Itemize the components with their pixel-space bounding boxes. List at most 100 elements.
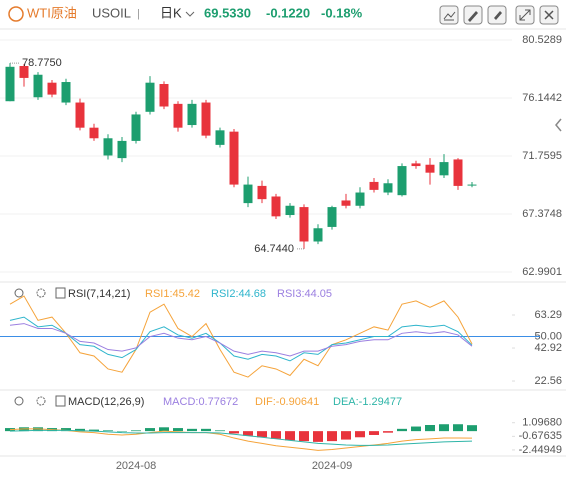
macd-bar xyxy=(397,428,407,432)
macd-bar xyxy=(453,424,463,432)
macd-bar xyxy=(117,431,127,432)
macd-bar xyxy=(103,430,113,432)
candle-body xyxy=(61,82,71,103)
y-tick-label: -0.67635 xyxy=(519,430,562,442)
candle-body xyxy=(285,205,295,216)
candle-body xyxy=(33,74,43,98)
candle-body xyxy=(313,228,323,242)
macd-bar xyxy=(173,428,183,432)
candle-body xyxy=(411,163,421,167)
candle-body xyxy=(229,131,239,185)
macd-bar xyxy=(285,431,295,441)
y-tick-label: 76.1442 xyxy=(522,92,562,104)
legend-entry: RSI2:44.68 xyxy=(211,288,266,300)
macd-bar xyxy=(383,431,393,433)
settings-icon[interactable] xyxy=(36,396,46,406)
x-tick-label: 2024-08 xyxy=(116,460,156,472)
candle-body xyxy=(369,181,379,190)
y-tick-label: 62.9901 xyxy=(522,266,562,278)
candle-body xyxy=(439,162,449,176)
macd-bar xyxy=(243,431,253,436)
macd-bar xyxy=(341,431,351,440)
candle-body xyxy=(383,183,393,193)
rsi-line xyxy=(9,295,473,378)
macd-bar xyxy=(61,428,71,432)
macd-bar xyxy=(271,431,281,439)
toolbar xyxy=(439,5,559,25)
candle-body xyxy=(327,207,337,227)
rsi-title: RSI(7,14,21) xyxy=(68,288,130,300)
macd-bar xyxy=(299,431,309,442)
macd-bar xyxy=(201,428,211,432)
symbol-name[interactable]: WTI原油 xyxy=(27,5,77,20)
y-tick-label: 42.92 xyxy=(534,342,562,354)
tool-icon xyxy=(544,10,554,20)
macd-line xyxy=(9,429,473,446)
candle-body xyxy=(453,159,463,186)
candle-body xyxy=(5,66,15,102)
macd-bar xyxy=(131,430,141,432)
macd-bar xyxy=(467,425,477,432)
collapse-arrow[interactable] xyxy=(555,118,562,132)
annotation: 78.7750 xyxy=(22,57,62,69)
tool-icon xyxy=(519,9,531,21)
visibility-icon[interactable] xyxy=(14,396,24,406)
candle-body xyxy=(257,185,267,200)
macd-bar xyxy=(425,425,435,432)
macd-bar xyxy=(439,424,449,432)
legend-entry: RSI1:45.42 xyxy=(145,288,200,300)
macd-bar xyxy=(89,429,99,432)
candle-body xyxy=(47,82,57,95)
tool-icon xyxy=(492,11,502,20)
candle-body xyxy=(355,192,365,206)
candle-body xyxy=(397,166,407,196)
macd-legend: MACD(12,26,9) xyxy=(14,395,144,408)
indicator-icon[interactable] xyxy=(55,287,66,299)
candle-body xyxy=(271,196,281,217)
legend-entry: DEA:-1.29477 xyxy=(333,396,402,408)
candle-body xyxy=(117,140,127,159)
y-tick-label: 71.7595 xyxy=(522,150,562,162)
macd-bar xyxy=(313,431,323,442)
period-dropdown[interactable] xyxy=(185,11,195,17)
y-tick-label: 67.3748 xyxy=(522,208,562,220)
candle-body xyxy=(187,103,197,126)
candle-body xyxy=(425,164,435,173)
change-pct: -0.18% xyxy=(321,5,363,20)
change: -0.1220 xyxy=(266,5,310,20)
macd-bar xyxy=(187,428,197,432)
visibility-icon[interactable] xyxy=(14,288,24,298)
settings-icon[interactable] xyxy=(36,288,46,298)
period[interactable]: 日K xyxy=(160,5,182,20)
rsi-line xyxy=(9,323,473,357)
candle-body xyxy=(173,103,183,128)
legend-entry: MACD:0.77672 xyxy=(163,396,238,408)
candle-body xyxy=(243,184,253,204)
candle-body xyxy=(145,82,155,112)
price: 69.5330 xyxy=(204,5,251,20)
macd-bar xyxy=(355,431,365,438)
candle-body xyxy=(215,130,225,145)
macd-bar xyxy=(327,431,337,442)
macd-title: MACD(12,26,9) xyxy=(68,396,144,408)
candle-body xyxy=(131,114,141,141)
symbol-icon xyxy=(8,6,24,22)
y-tick-label: 1.09680 xyxy=(522,417,562,429)
x-tick-label: 2024-09 xyxy=(312,460,352,472)
rsi-line xyxy=(9,316,473,362)
y-tick-label: 50.00 xyxy=(534,330,562,342)
legend-entry: DIF:-0.90641 xyxy=(255,396,319,408)
candle-body xyxy=(467,184,477,186)
annotation: 64.7440 xyxy=(254,243,294,255)
tool-icon xyxy=(443,11,456,21)
macd-bar xyxy=(369,431,379,435)
indicator-icon[interactable] xyxy=(55,395,66,407)
y-tick-label: 63.29 xyxy=(534,309,562,321)
legend-entry: RSI3:44.05 xyxy=(277,288,332,300)
candle-body xyxy=(103,138,113,156)
y-tick-label: -2.44949 xyxy=(519,444,562,456)
candle-body xyxy=(341,200,351,206)
header: WTI原油 USOIL | 日K 69.5330 -0.1220 -0.18% xyxy=(8,5,559,25)
